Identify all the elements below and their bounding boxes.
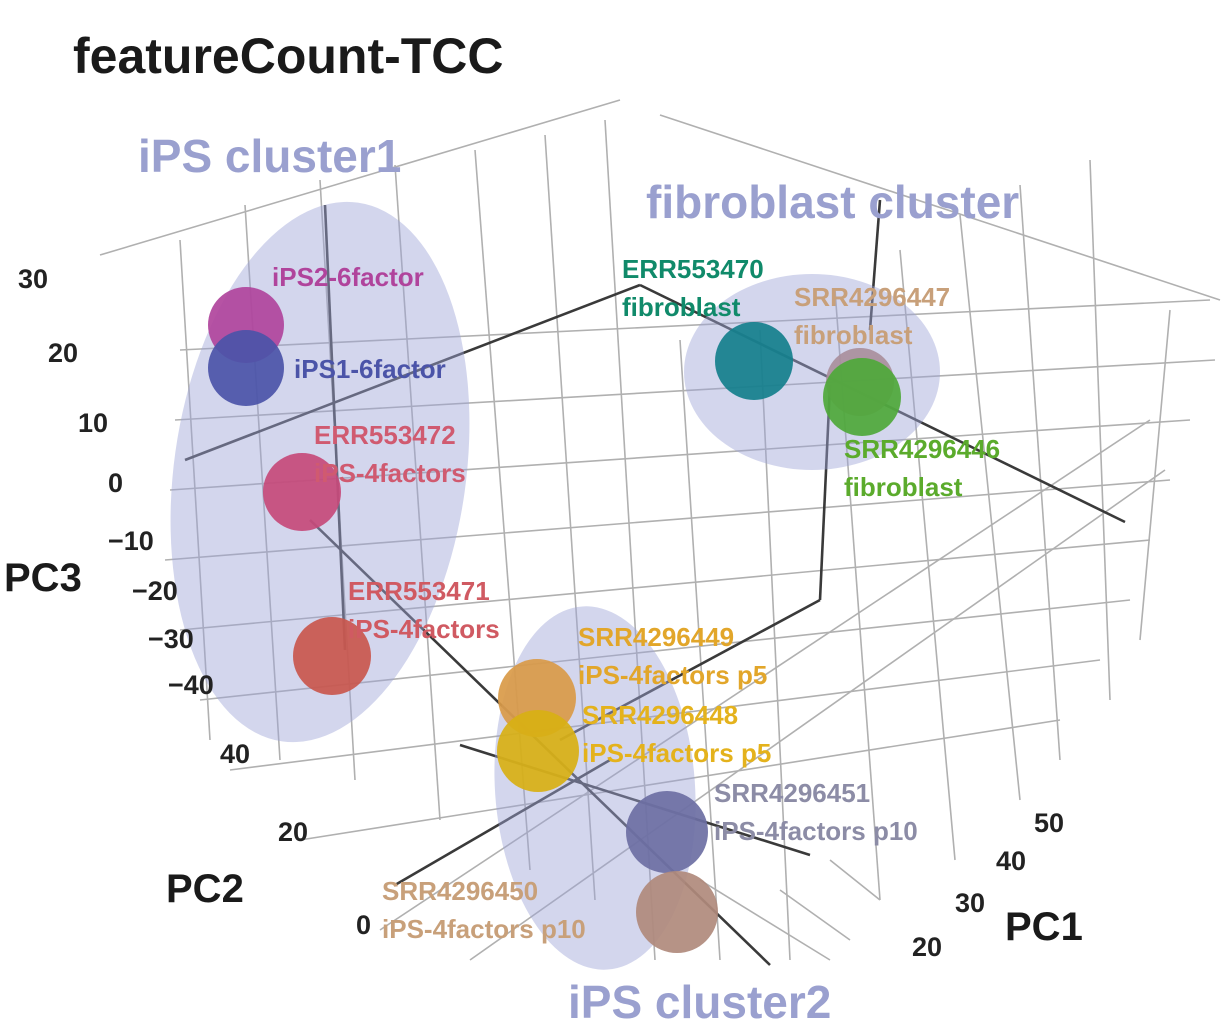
data-point-ERR553472: [263, 453, 341, 531]
point-label-SRR4296448: SRR4296448: [582, 700, 738, 730]
point-label-ERR553471: iPS-4factors: [348, 614, 500, 644]
data-point-SRR4296451: [626, 791, 708, 873]
pc2-tick-label: 0: [356, 910, 371, 940]
grid-line: [659, 114, 1221, 301]
point-label-SRR4296447: fibroblast: [794, 320, 913, 350]
pc1-tick-label: 30: [955, 888, 985, 918]
axis-line: [394, 758, 611, 887]
axis-line: [818, 384, 832, 601]
grid-line: [899, 249, 956, 861]
grid-line: [394, 164, 441, 821]
point-label-ERR553470: ERR553470: [622, 254, 764, 284]
pc3-tick-label: −40: [168, 670, 214, 700]
pc3-tick-label: 30: [18, 264, 48, 294]
grid-line: [164, 479, 1171, 561]
grid-line: [179, 239, 211, 741]
pc3-axis-label: PC3: [4, 556, 82, 600]
point-label-iPS1: iPS1-6factor: [294, 354, 446, 384]
pc3-tick-label: −20: [132, 576, 178, 606]
pc3-tick-label: 20: [48, 338, 78, 368]
data-point-iPS1: [208, 330, 284, 406]
cluster-labels: iPS cluster1 fibroblast cluster iPS cluste…: [138, 130, 1019, 1028]
grid-line: [469, 469, 1166, 961]
data-points: [208, 287, 901, 953]
grid-line: [174, 359, 1216, 421]
data-point-SRR4296448: [497, 710, 579, 792]
pc1-tick-label: 50: [1034, 808, 1064, 838]
point-label-SRR4296451: SRR4296451: [714, 778, 870, 808]
grid-line: [179, 539, 1151, 631]
grid-line: [179, 299, 1211, 351]
grid-line: [679, 339, 721, 961]
grid-line: [379, 419, 1151, 931]
pc2-axis-label: PC2: [166, 867, 244, 911]
pc1-tick-label: 20: [912, 932, 942, 962]
axis-line: [184, 283, 641, 462]
grid-line: [779, 889, 851, 941]
pc2-tick-label: 20: [278, 817, 308, 847]
point-label-SRR4296446: fibroblast: [844, 472, 963, 502]
pc3-tick-label: −30: [148, 624, 194, 654]
cluster-label-c2: fibroblast cluster: [646, 176, 1019, 228]
grid-line: [1019, 184, 1061, 761]
cluster-label-c1: iPS cluster1: [138, 130, 401, 182]
axis-line: [323, 204, 347, 651]
grid-line: [99, 99, 621, 256]
pc3-tick-label: 0: [108, 468, 123, 498]
chart-title: featureCount-TCC: [73, 28, 504, 84]
point-label-ERR553472: iPS-4factors: [314, 458, 466, 488]
point-label-SRR4296451: iPS-4factors p10: [714, 816, 918, 846]
point-label-iPS2: iPS2-6factor: [272, 262, 424, 292]
point-label-SRR4296449: iPS-4factors p5: [578, 660, 767, 690]
axis-line: [868, 199, 882, 331]
pc3-tick-label: 10: [78, 408, 108, 438]
data-point-SRR4296446: [823, 358, 901, 436]
grid-line: [1089, 159, 1111, 701]
cluster-label-c3: iPS cluster2: [568, 976, 831, 1028]
point-label-ERR553470: fibroblast: [622, 292, 741, 322]
pc3-tick-label: −10: [108, 526, 154, 556]
grid-line: [759, 329, 791, 961]
point-label-ERR553472: ERR553472: [314, 420, 456, 450]
point-label-SRR4296449: SRR4296449: [578, 622, 734, 652]
axis-line: [559, 598, 821, 742]
grid-lines: [99, 99, 1221, 961]
grid-line: [229, 659, 1101, 771]
grid-line: [829, 859, 881, 901]
data-point-ERR553470: [715, 322, 793, 400]
pc1-tick-label: 40: [996, 846, 1026, 876]
point-labels: iPS2-6factor iPS1-6factor ERR553472 iPS-4fa…: [272, 254, 1000, 944]
data-point-SRR4296450: [636, 871, 718, 953]
grid-line: [699, 879, 831, 961]
grid-line: [1139, 309, 1171, 641]
point-label-ERR553471: ERR553471: [348, 576, 490, 606]
grid-line: [169, 419, 1191, 491]
axis-lines: [184, 199, 1126, 966]
pc2-tick-label: 40: [220, 739, 250, 769]
point-label-SRR4296450: SRR4296450: [382, 876, 538, 906]
point-label-SRR4296450: iPS-4factors p10: [382, 914, 586, 944]
data-point-ERR553471: [293, 617, 371, 695]
grid-line: [299, 719, 1061, 841]
point-label-SRR4296447: SRR4296447: [794, 282, 950, 312]
pc1-axis-label: PC1: [1005, 905, 1083, 949]
point-label-SRR4296448: iPS-4factors p5: [582, 738, 771, 768]
point-label-SRR4296446: SRR4296446: [844, 434, 1000, 464]
grid-line: [959, 214, 1021, 801]
